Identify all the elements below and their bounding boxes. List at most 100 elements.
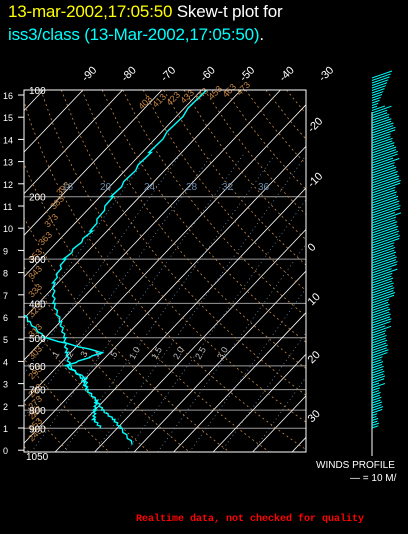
temperature-tick-label: -60 — [198, 64, 218, 84]
wind-vector — [371, 150, 399, 161]
wind-vector — [371, 406, 384, 411]
wind-vector — [371, 175, 400, 186]
sounding-profiles — [24, 90, 208, 445]
title-line-1: 13-mar-2002,17:05:50 Skew-t plot for — [8, 2, 283, 22]
wind-vector — [371, 189, 396, 199]
isotherm-line — [173, 312, 306, 452]
plot-frame — [23, 89, 307, 453]
wind-vector — [371, 216, 397, 226]
wind-vector — [371, 211, 396, 221]
dry-adiabat-label: 373 — [42, 212, 60, 230]
wind-vector — [371, 238, 400, 249]
mixing-ratio-label: 16 — [62, 182, 74, 193]
height-tick-label: 3 — [3, 380, 8, 390]
right-temperature-label: 0 — [306, 241, 319, 254]
wind-vector — [371, 268, 392, 276]
quality-disclaimer: Realtime data, not checked for quality — [136, 514, 365, 525]
temperature-tick-label: -30 — [317, 64, 337, 84]
wind-vector — [371, 186, 396, 196]
dry-adiabat-line — [24, 402, 70, 452]
pressure-tick-label: 300 — [29, 255, 46, 266]
isotherm-lines — [24, 90, 306, 452]
wind-vector — [371, 205, 401, 216]
wind-vector — [371, 171, 398, 181]
wind-vector — [371, 203, 399, 214]
wind-vector — [371, 149, 397, 159]
temperature-profile-line — [51, 90, 208, 445]
wind-vector — [371, 136, 391, 144]
height-tick-label: 7 — [3, 291, 8, 301]
wind-vector — [371, 408, 383, 414]
wind-vector — [371, 182, 401, 194]
wind-vector — [371, 178, 399, 189]
mixing-ratio-label: 36 — [258, 182, 270, 193]
wind-vector — [371, 207, 400, 219]
isotherm-line — [24, 90, 202, 278]
wind-vector — [371, 79, 389, 86]
wind-vector — [371, 164, 395, 174]
isotherm-line — [24, 90, 242, 320]
dry-adiabat-line — [142, 90, 306, 292]
wind-vector — [371, 301, 389, 309]
moist-adiabat-label: .1 — [49, 349, 61, 361]
wind-vector — [371, 337, 386, 344]
isotherm-line — [24, 90, 163, 236]
dry-adiabat-lines — [24, 90, 306, 452]
wind-vector — [371, 82, 388, 89]
wind-vector — [371, 105, 392, 114]
dry-adiabat-line — [81, 90, 306, 369]
height-tick-label: 4 — [3, 357, 8, 367]
wind-vector — [371, 363, 383, 369]
dry-adiabat-line — [122, 90, 306, 317]
height-tick-label: 2 — [3, 402, 8, 412]
mixing-ratio-line — [189, 287, 306, 452]
isotherm-line — [212, 353, 306, 452]
wind-vector — [371, 146, 397, 156]
wind-vector — [371, 230, 400, 241]
wind-vector — [371, 272, 393, 281]
wind-vector — [371, 118, 392, 126]
winds-profile-label: WINDS PROFILE — [316, 460, 395, 471]
height-tick-label: 14 — [3, 135, 13, 145]
wind-vector — [371, 321, 391, 329]
wind-vector — [371, 76, 390, 84]
wind-vector — [371, 349, 389, 356]
dry-adiabat-label: 333 — [26, 282, 44, 300]
wind-vector — [371, 420, 378, 424]
wind-vector — [371, 399, 381, 404]
wind-vector — [371, 228, 398, 239]
wind-vector — [371, 334, 387, 341]
wind-vector — [371, 325, 386, 331]
right-temperature-label: 30 — [306, 408, 323, 425]
wind-vector — [371, 313, 391, 321]
wind-vector — [371, 105, 386, 111]
wind-vector — [371, 246, 396, 256]
wind-vector — [371, 342, 387, 349]
wind-vector — [371, 96, 381, 101]
pressure-tick-label: 100 — [29, 86, 46, 97]
height-tick-label: 9 — [3, 246, 8, 256]
wind-vector — [371, 221, 398, 231]
wind-vector — [371, 249, 395, 259]
wind-vector — [371, 99, 380, 104]
mixing-ratio-label: 24 — [144, 182, 156, 193]
wind-vector — [371, 330, 387, 336]
height-tick-label: 11 — [3, 202, 12, 212]
moist-adiabat-label: .2 — [63, 349, 75, 361]
wind-vector — [371, 415, 377, 419]
height-tick-label: 0 — [3, 446, 8, 456]
wind-vector — [371, 116, 390, 124]
wind-vector — [371, 129, 396, 139]
wind-vector — [371, 339, 388, 346]
wind-vector — [371, 394, 380, 399]
winds-scale-label: — = 10 M/ — [350, 473, 397, 484]
moist-adiabat-label: 1.5 — [149, 345, 164, 361]
height-tick-label: 5 — [3, 335, 8, 345]
height-tick-label: 8 — [3, 269, 8, 279]
pressure-tick-label: 400 — [29, 299, 46, 310]
wind-vector — [371, 195, 399, 206]
wind-vector — [371, 311, 390, 319]
wind-vector — [371, 365, 384, 371]
title-plot-label: Skew-t plot for — [176, 2, 283, 21]
